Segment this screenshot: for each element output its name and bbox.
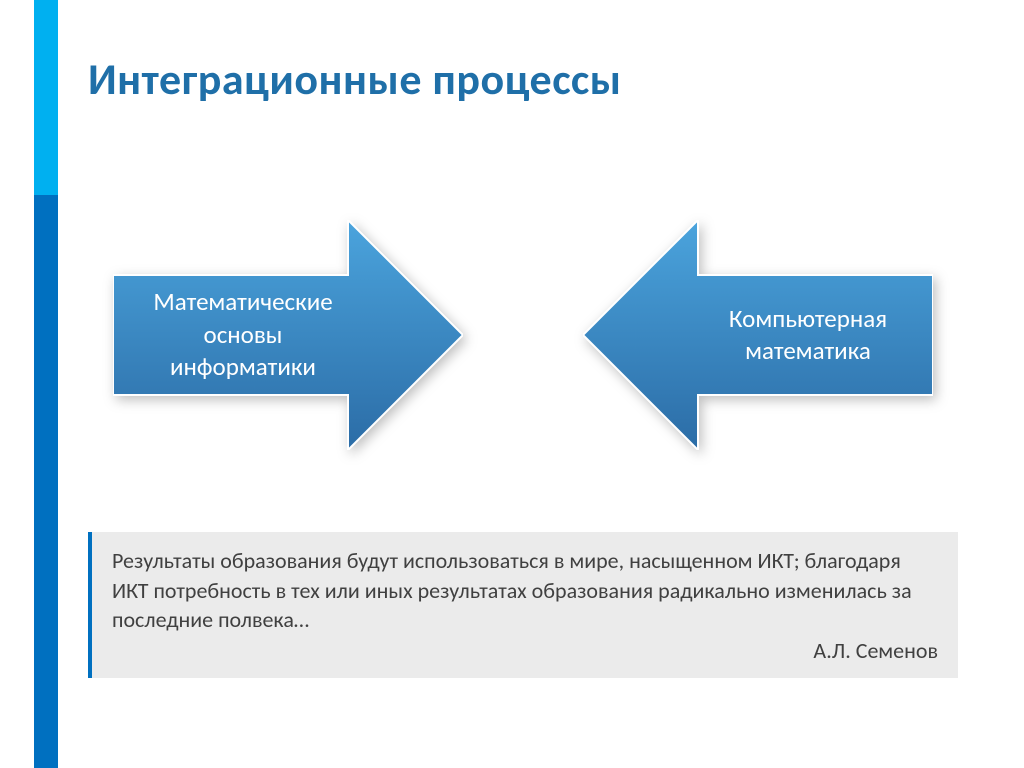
accent-bottom-segment bbox=[34, 195, 58, 768]
slide-title: Интеграционные процессы bbox=[88, 52, 622, 106]
left-accent-bar bbox=[0, 0, 58, 768]
quote-author: А.Л. Семенов bbox=[112, 637, 938, 664]
left-arrow-label: Математические основы информатики bbox=[128, 280, 358, 390]
quote-text: Результаты образования будут использоват… bbox=[112, 546, 938, 635]
accent-top-segment bbox=[34, 0, 58, 195]
quote-box: Результаты образования будут использоват… bbox=[88, 532, 958, 678]
right-arrow-label: Компьютерная математика bbox=[693, 290, 923, 380]
diagram-area: Математические основы информатики Компью… bbox=[88, 180, 958, 500]
